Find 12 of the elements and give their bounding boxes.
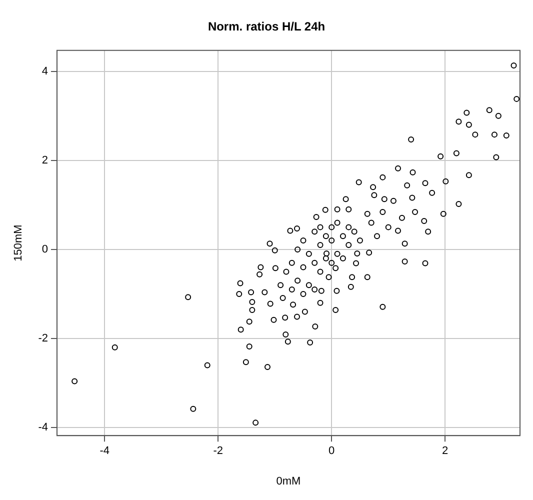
y-tick-label: 2	[42, 154, 48, 166]
y-tick-label: -4	[38, 422, 48, 434]
x-tick-label: -4	[100, 445, 110, 458]
y-tick-label: 0	[42, 243, 48, 256]
chart-title: Norm. ratios H/L 24h	[208, 20, 326, 34]
x-axis-title: 0mM	[276, 475, 301, 488]
y-axis-title: 150mM	[12, 224, 25, 262]
y-tick-label: -2	[38, 332, 48, 345]
x-tick-label: 0	[328, 445, 335, 458]
y-tick-label: 4	[42, 65, 48, 78]
x-tick-label: 2	[442, 445, 448, 458]
x-tick-label: -2	[213, 445, 224, 458]
